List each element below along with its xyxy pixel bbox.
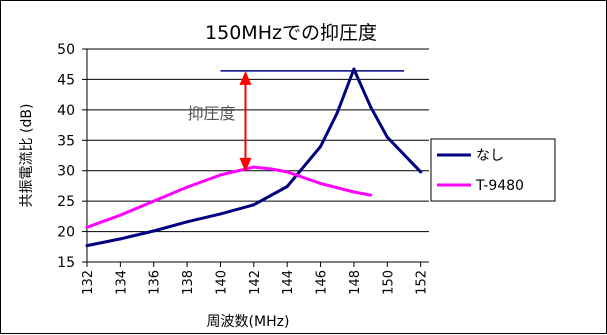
series-point-1 [218,212,222,216]
x-tick-label: 134 [114,270,129,295]
series-point-1 [185,220,189,224]
series-line-1 [85,67,423,248]
series-point-2 [185,185,189,189]
series-point-1 [369,105,373,109]
series-point-2 [352,190,356,194]
series-point-2 [118,213,122,217]
series-point-1 [152,229,156,233]
x-tick-label: 136 [148,270,163,295]
series-point-2 [285,170,289,174]
series-point-1 [319,144,323,148]
x-tick-label: 148 [348,270,363,295]
x-tick-label: 138 [181,270,196,295]
y-tick-label: 20 [57,225,75,241]
y-tick-label: 35 [57,133,75,149]
x-tick-label: 132 [81,270,96,295]
series-point-2 [319,181,323,185]
arrow-head-down [239,157,252,172]
y-tick-label: 25 [57,194,75,210]
y-axis-title: 共振電流比 (dB) [19,104,35,208]
series-point-2 [218,173,222,177]
series-point-2 [152,199,156,203]
y-tick-label: 30 [57,164,75,180]
series-point-2 [252,165,256,169]
legend-box [430,138,556,202]
series-line-2 [85,165,373,229]
y-tick-label: 15 [57,255,75,271]
x-tick-label: 152 [415,270,430,295]
legend-label-2: T-9480 [475,178,524,194]
series-point-1 [252,203,256,207]
series-point-1 [85,244,89,248]
chart-title: 150MHzでの抑圧度 [205,22,377,44]
series-point-1 [352,67,356,71]
legend-label-1: なし [476,148,504,164]
series-point-1 [419,170,423,174]
series-point-1 [385,135,389,139]
series-point-1 [118,237,122,241]
series-point-1 [335,111,339,115]
x-tick-label: 146 [315,270,330,295]
x-tick-label: 140 [214,270,229,295]
series-point-1 [285,185,289,189]
series-point-2 [369,193,373,197]
x-tick-label: 144 [281,270,296,295]
y-tick-label: 40 [57,103,75,119]
series-point-2 [269,167,273,171]
x-axis-title: 周波数(MHz) [207,314,290,330]
y-tick-label: 45 [57,72,75,88]
annotation-label: 抑圧度 [187,104,235,123]
x-tick-label: 150 [381,270,396,295]
x-tick-label: 142 [248,270,263,295]
y-tick-label: 50 [57,42,75,58]
series-point-2 [85,225,89,229]
arrow-head-up [239,70,252,85]
